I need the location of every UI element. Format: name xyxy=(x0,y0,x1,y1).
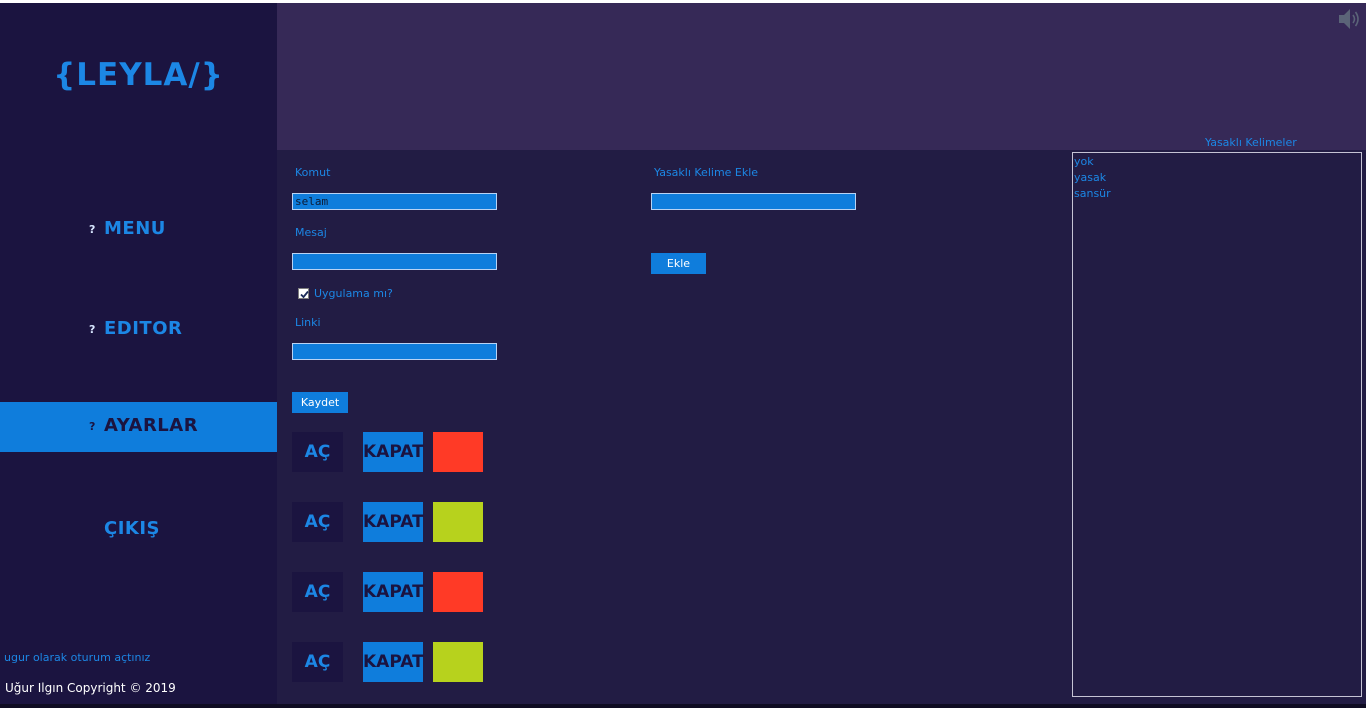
sidebar-item-ayarlar[interactable]: ? AYARLAR xyxy=(0,402,277,452)
mesaj-input[interactable] xyxy=(292,253,497,270)
ac-button[interactable]: AÇ xyxy=(292,572,343,612)
window-top-border xyxy=(0,0,1366,3)
sidebar-item-label: AYARLAR xyxy=(104,415,199,436)
sidebar-item-menu[interactable]: ? MENU xyxy=(0,205,277,255)
status-indicator xyxy=(433,572,483,612)
toggle-row: AÇ KAPAT xyxy=(292,432,492,472)
list-item[interactable]: sansür xyxy=(1074,187,1111,200)
copyright-text: Uğur Ilgın Copyright © 2019 xyxy=(5,681,176,695)
linki-label: Linki xyxy=(295,316,321,329)
app-logo: {LEYLA/} xyxy=(53,57,224,93)
toggle-row: AÇ KAPAT xyxy=(292,572,492,612)
sidebar-item-label: EDITOR xyxy=(104,318,183,339)
window-bottom-border xyxy=(0,704,1366,708)
editor-icon: ? xyxy=(89,323,96,336)
check-icon xyxy=(300,290,309,299)
ac-button[interactable]: AÇ xyxy=(292,642,343,682)
header-banner xyxy=(277,3,1366,150)
list-item[interactable]: yok xyxy=(1074,155,1094,168)
settings-icon: ? xyxy=(89,420,96,433)
ekle-button[interactable]: Ekle xyxy=(651,253,706,274)
sidebar: {LEYLA/} ? MENU ? EDITOR ? AYARLAR ÇIKIŞ… xyxy=(0,3,277,704)
kapat-button[interactable]: KAPAT xyxy=(363,642,424,682)
menu-icon: ? xyxy=(89,223,96,236)
yasakli-kelimeler-list[interactable]: yok yasak sansür xyxy=(1072,152,1362,697)
status-indicator xyxy=(433,502,483,542)
status-indicator xyxy=(433,642,483,682)
toggle-row: AÇ KAPAT xyxy=(292,502,492,542)
yasakli-kelimeler-title: Yasaklı Kelimeler xyxy=(1205,136,1297,149)
list-item[interactable]: yasak xyxy=(1074,171,1107,184)
kapat-button[interactable]: KAPAT xyxy=(363,502,424,542)
sidebar-item-label: MENU xyxy=(104,218,166,239)
ac-button[interactable]: AÇ xyxy=(292,432,343,472)
kaydet-button[interactable]: Kaydet xyxy=(292,392,348,413)
sidebar-item-cikis[interactable]: ÇIKIŞ xyxy=(0,505,277,555)
uygulama-checkbox-label[interactable]: Uygulama mı? xyxy=(314,287,393,300)
kapat-button[interactable]: KAPAT xyxy=(363,572,424,612)
yasakli-kelime-input[interactable] xyxy=(651,193,856,210)
speaker-icon[interactable] xyxy=(1336,6,1362,32)
uygulama-checkbox[interactable] xyxy=(298,288,309,299)
ac-button[interactable]: AÇ xyxy=(292,502,343,542)
linki-input[interactable] xyxy=(292,343,497,360)
mesaj-label: Mesaj xyxy=(295,226,327,239)
komut-label: Komut xyxy=(295,166,331,179)
login-status: ugur olarak oturum açtınız xyxy=(4,651,151,664)
komut-input[interactable]: selam xyxy=(292,193,497,210)
toggle-row: AÇ KAPAT xyxy=(292,642,492,682)
yasakli-kelime-ekle-label: Yasaklı Kelime Ekle xyxy=(654,166,759,179)
sidebar-item-label: ÇIKIŞ xyxy=(104,518,161,539)
kapat-button[interactable]: KAPAT xyxy=(363,432,424,472)
status-indicator xyxy=(433,432,483,472)
sidebar-item-editor[interactable]: ? EDITOR xyxy=(0,305,277,355)
